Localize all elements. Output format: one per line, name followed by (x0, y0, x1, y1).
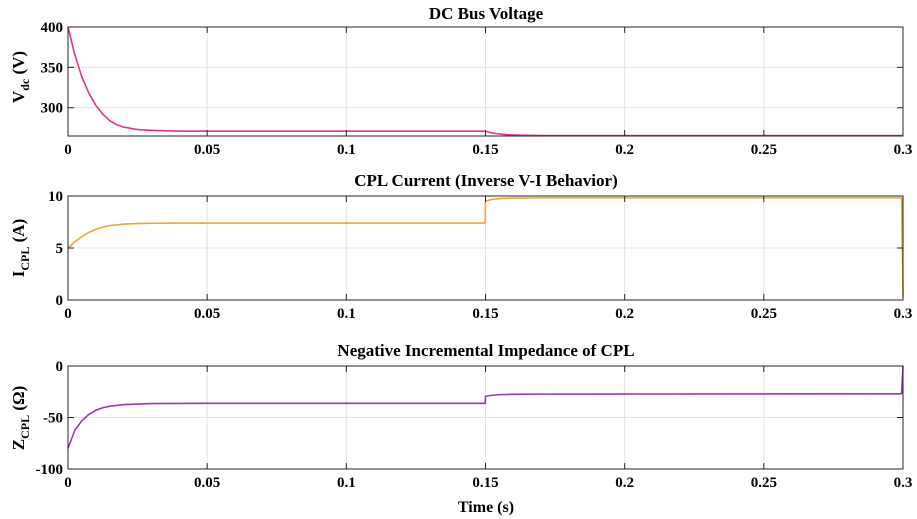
x-tick-label: 0.3 (894, 142, 913, 158)
x-tick-label: 0.15 (472, 475, 498, 491)
x-axis-label: Time (s) (458, 499, 514, 516)
x-tick-label: 0.25 (751, 475, 777, 491)
x-tick-label: 0.2 (615, 475, 634, 491)
y-tick-label: 300 (41, 101, 64, 117)
y-tick-label: 0 (56, 293, 64, 309)
y-axis-label: Vdc (V) (9, 51, 32, 103)
series-line (67, 26, 903, 137)
x-tick-label: 0.15 (472, 142, 498, 158)
x-tick-label: 0.15 (472, 306, 498, 322)
x-tick-label: 0.05 (194, 475, 220, 491)
x-tick-label: 0 (64, 475, 72, 491)
y-tick-label: 5 (56, 241, 64, 257)
x-tick-label: 0.1 (337, 475, 356, 491)
y-tick-label: -100 (36, 462, 64, 478)
x-tick-label: 0.1 (337, 142, 356, 158)
x-tick-label: 0.25 (751, 306, 777, 322)
x-tick-label: 0.25 (751, 142, 777, 158)
y-tick-label: 350 (41, 60, 64, 76)
x-tick-label: 0.2 (615, 306, 634, 322)
series-line (67, 197, 904, 297)
panel-title: Negative Incremental Impedance of CPL (337, 341, 634, 360)
x-tick-label: 0.05 (194, 142, 220, 158)
y-tick-label: -50 (43, 411, 63, 427)
x-tick-label: 0 (64, 142, 72, 158)
x-tick-label: 0.1 (337, 306, 356, 322)
x-tick-label: 0.3 (894, 306, 913, 322)
y-tick-label: 10 (48, 189, 63, 205)
y-axis-label: ZCPL (Ω) (9, 386, 32, 451)
panel-cpl-impedance: Negative Incremental Impedance of CPL ZC… (9, 341, 912, 516)
x-tick-label: 0.05 (194, 306, 220, 322)
series-line (67, 365, 904, 449)
x-tick-label: 0 (64, 306, 72, 322)
panel-cpl-current: CPL Current (Inverse V-I Behavior) ICPL … (9, 171, 912, 322)
x-tick-label: 0.2 (615, 142, 634, 158)
panel-title: CPL Current (Inverse V-I Behavior) (354, 171, 617, 190)
y-tick-label: 0 (56, 359, 64, 375)
panel-title: DC Bus Voltage (429, 4, 544, 23)
panel-dc-bus-voltage: DC Bus Voltage Vdc (V) 0 0.05 0.1 0.15 0.2 0.… (9, 4, 912, 158)
x-tick-label: 0.3 (894, 475, 913, 491)
y-axis-label: ICPL (A) (9, 219, 32, 277)
y-tick-label: 400 (41, 20, 64, 36)
